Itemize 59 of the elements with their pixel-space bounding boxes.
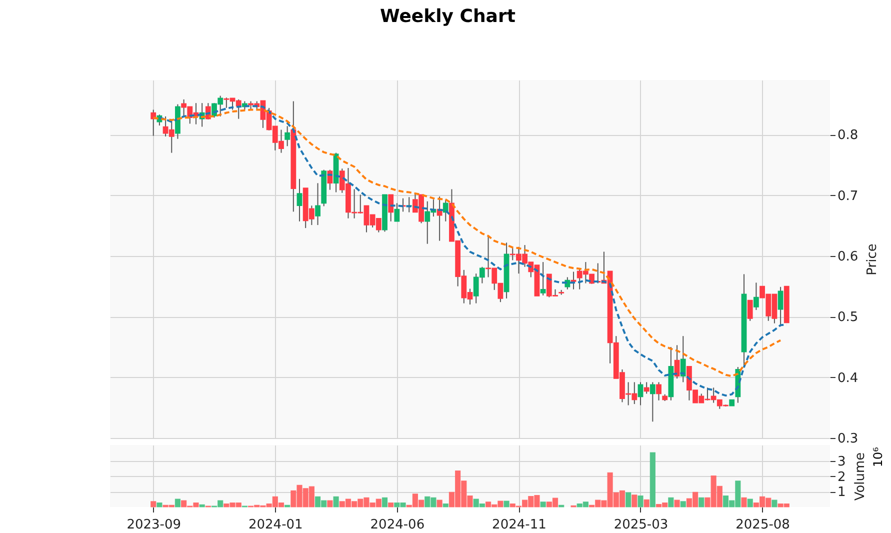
bar [650, 452, 656, 508]
candlestick [284, 126, 290, 147]
bar [174, 498, 181, 508]
bar [540, 502, 546, 508]
bar [327, 500, 333, 508]
x-tick-label: 2024-11 [492, 518, 546, 532]
bar [150, 501, 156, 508]
bar [436, 500, 442, 508]
bar [638, 495, 644, 508]
chart-title: Weekly Chart [380, 6, 516, 27]
candlestick [540, 262, 546, 296]
candlestick [442, 199, 448, 222]
bar [333, 496, 339, 508]
bar [644, 499, 650, 508]
candlestick [638, 382, 644, 406]
bar [674, 500, 680, 508]
candlestick [753, 282, 759, 310]
candlestick [680, 336, 686, 383]
bar [698, 497, 704, 508]
bar [504, 500, 510, 508]
bar [442, 503, 448, 508]
x-tick-label: 2025-03 [614, 518, 668, 532]
candlestick [778, 286, 784, 327]
y-tick-label: 0.4 [838, 370, 858, 386]
candlestick [296, 178, 302, 222]
y-tick-label: 3 [838, 454, 846, 470]
y-axis-title: Price [865, 244, 880, 276]
y-tick-label: 0.8 [838, 128, 858, 144]
y-tick-label: 2 [838, 470, 846, 485]
bar [668, 497, 674, 508]
y-tick-label: 0.7 [838, 188, 858, 204]
bar [632, 494, 638, 508]
candlestick [315, 182, 320, 226]
candlestick [656, 382, 662, 401]
bar [626, 492, 632, 508]
y-axis-title: Volume [852, 452, 868, 501]
y-tick-label: 0.5 [838, 310, 858, 326]
candlestick [747, 300, 753, 322]
x-tick-label: 2025-08 [736, 518, 790, 532]
bar [680, 501, 686, 508]
candlestick [644, 382, 650, 394]
candlestick [394, 202, 400, 222]
bar [388, 502, 394, 508]
candlestick [650, 382, 656, 422]
candlestick [388, 194, 394, 222]
x-tick-label: 2024-01 [248, 518, 303, 532]
x-tick-label: 2024-06 [370, 518, 425, 532]
bar [382, 497, 388, 508]
bar [772, 500, 778, 508]
y-tick-label: 1 [838, 485, 846, 500]
bar [156, 502, 162, 508]
text: 10⁶ [871, 446, 885, 468]
y-tick-label: 0.6 [838, 249, 858, 264]
bar [741, 497, 747, 508]
bar [199, 504, 205, 508]
y-tick-label: 0.3 [838, 432, 858, 446]
bar [747, 498, 753, 508]
candlestick [564, 276, 570, 290]
x-tick-label: 2023-09 [126, 518, 182, 532]
